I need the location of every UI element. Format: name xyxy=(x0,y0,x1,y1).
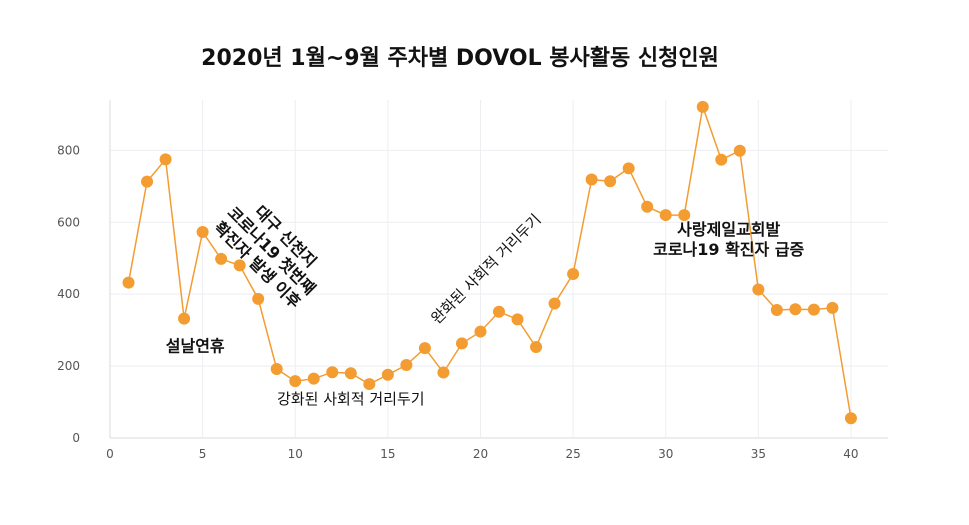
data-point xyxy=(326,366,339,379)
data-point xyxy=(844,412,857,425)
data-point xyxy=(437,366,450,379)
data-point xyxy=(641,200,654,213)
data-point xyxy=(122,276,135,289)
data-point xyxy=(789,303,802,316)
data-point xyxy=(307,372,320,385)
data-point xyxy=(530,341,543,354)
annotation-a3: 강화된 사회적 거리두기 xyxy=(277,390,425,408)
data-point xyxy=(752,283,765,296)
data-point xyxy=(604,175,617,188)
data-point xyxy=(252,292,265,305)
annotation-line: 강화된 사회적 거리두기 xyxy=(277,390,425,408)
data-point xyxy=(715,153,728,166)
data-point xyxy=(400,359,413,372)
data-point xyxy=(696,100,709,113)
y-tick-label: 600 xyxy=(57,215,80,229)
data-point xyxy=(770,303,783,316)
annotation-line: 설날연휴 xyxy=(166,336,225,355)
y-tick-label: 800 xyxy=(57,143,80,157)
data-point xyxy=(807,303,820,316)
data-point xyxy=(826,301,839,314)
x-tick-label: 5 xyxy=(199,447,207,461)
data-point xyxy=(178,312,191,325)
y-tick-label: 400 xyxy=(57,287,80,301)
data-point xyxy=(215,252,228,265)
annotation-line: 코로나19 확진자 급증 xyxy=(653,240,804,259)
data-point xyxy=(196,225,209,238)
data-point xyxy=(455,337,468,350)
x-tick-label: 35 xyxy=(751,447,766,461)
data-point xyxy=(289,375,302,388)
data-point xyxy=(678,209,691,222)
data-point xyxy=(733,144,746,157)
data-point xyxy=(474,325,487,338)
x-tick-label: 10 xyxy=(288,447,303,461)
data-point xyxy=(418,342,431,355)
chart-title: 2020년 1월~9월 주차별 DOVOL 봉사활동 신청인원 xyxy=(201,46,719,71)
annotation-a1: 설날연휴 xyxy=(166,336,225,355)
x-tick-label: 0 xyxy=(106,447,114,461)
data-point xyxy=(622,162,635,175)
data-point xyxy=(567,268,580,281)
y-tick-label: 200 xyxy=(57,359,80,373)
data-point xyxy=(233,259,246,272)
data-point xyxy=(270,362,283,375)
x-tick-label: 30 xyxy=(658,447,673,461)
data-point xyxy=(493,305,505,318)
data-point xyxy=(548,297,561,310)
x-tick-label: 20 xyxy=(473,447,488,461)
annotation-line: 완화된 사회적 거리두기 xyxy=(428,210,545,327)
data-point xyxy=(381,368,394,381)
data-point xyxy=(659,209,672,222)
data-point xyxy=(511,313,524,326)
annotation-line: 사랑제일교회발 xyxy=(677,220,780,239)
data-point xyxy=(159,153,172,166)
x-tick-label: 40 xyxy=(843,447,858,461)
data-point xyxy=(141,175,154,188)
annotation-a4: 완화된 사회적 거리두기 xyxy=(428,210,545,327)
series-line xyxy=(127,103,852,419)
x-tick-label: 25 xyxy=(565,447,580,461)
data-point xyxy=(363,378,376,391)
x-tick-label: 15 xyxy=(380,447,395,461)
data-point xyxy=(344,367,357,380)
annotation-a5: 사랑제일교회발 코로나19 확진자 급증 xyxy=(653,220,804,259)
data-point xyxy=(585,173,598,186)
y-tick-label: 0 xyxy=(72,431,80,445)
